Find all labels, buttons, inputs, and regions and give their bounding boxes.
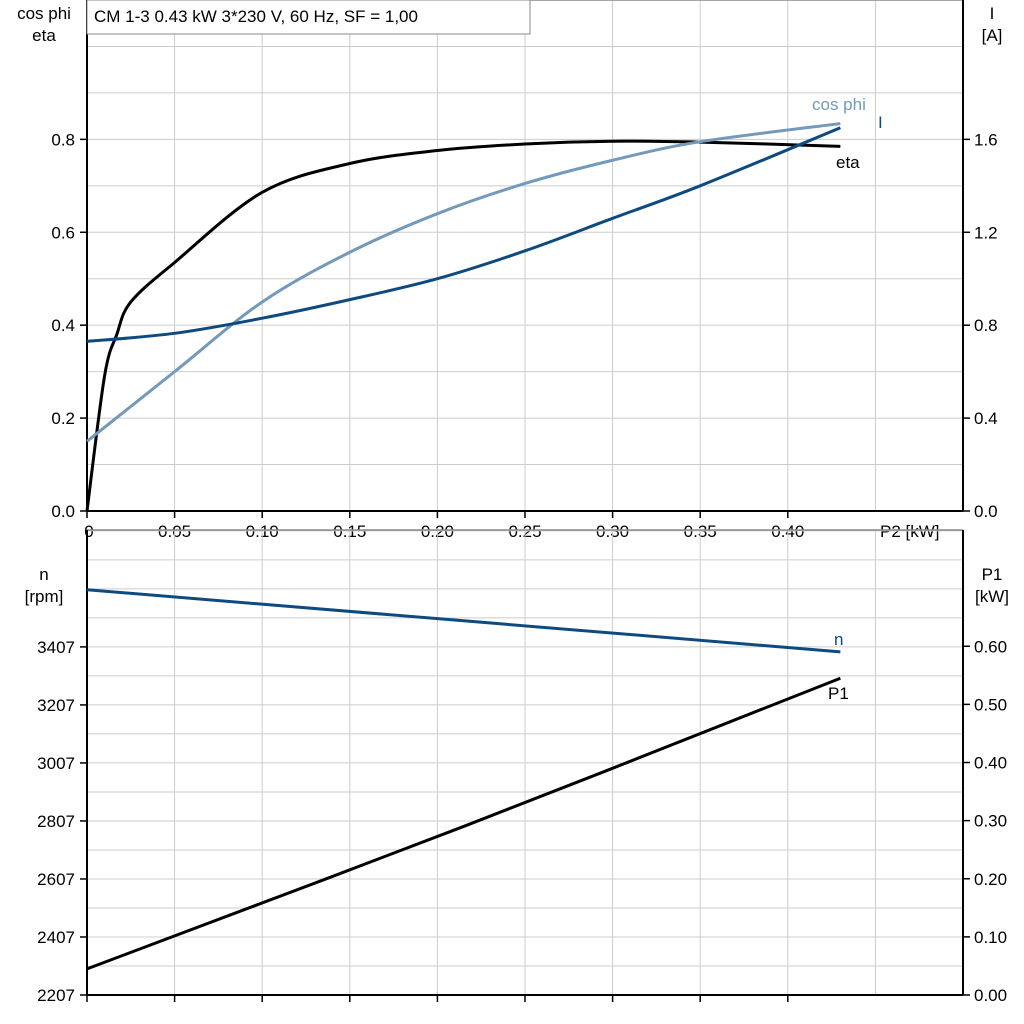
y-right-tick-label: 0.10 — [974, 928, 1007, 947]
y-left-tick-label: 0.8 — [51, 130, 75, 149]
y-right-axis-label: P1 — [982, 565, 1003, 584]
series-line-p1 — [86, 676, 841, 971]
series-line-eta — [85, 139, 841, 512]
series-label-n: n — [834, 630, 843, 649]
y-left-tick-label: 2607 — [37, 870, 75, 889]
y-left-tick-label: 3207 — [37, 696, 75, 715]
y-right-tick-label: 0.20 — [974, 870, 1007, 889]
y-right-tick-label: 1.2 — [974, 223, 998, 242]
y-left-tick-label: 2807 — [37, 812, 75, 831]
y-left-tick-label: 2207 — [37, 986, 75, 1005]
series-label-i: I — [878, 113, 883, 132]
y-right-axis-label: [A] — [982, 26, 1003, 45]
title-box — [86, 0, 531, 35]
y-left-tick-label: 0.4 — [51, 316, 75, 335]
series-line-n — [86, 588, 841, 654]
y-left-tick-label: 3007 — [37, 754, 75, 773]
y-right-tick-label: 0.60 — [974, 637, 1007, 656]
x-tick-label: 0 — [84, 522, 93, 541]
y-right-axis-label: I — [990, 4, 995, 23]
y-left-axis-label: cos phi — [17, 4, 71, 23]
y-right-tick-label: 0.4 — [974, 409, 998, 428]
series-line-cos-phi — [86, 122, 841, 443]
y-left-tick-label: 2407 — [37, 928, 75, 947]
y-left-tick-label: 3407 — [37, 638, 75, 657]
y-right-axis-label: [kW] — [975, 587, 1009, 606]
y-left-tick-label: 0.6 — [51, 223, 75, 242]
series-label-eta: eta — [836, 153, 860, 172]
y-left-tick-label: 0.0 — [51, 502, 75, 521]
y-left-axis-label: n — [39, 565, 48, 584]
y-right-tick-label: 1.6 — [974, 130, 998, 149]
x-axis-label: P2 [kW] — [880, 522, 940, 541]
y-right-tick-label: 0.0 — [974, 502, 998, 521]
series-label-p1: P1 — [828, 684, 849, 703]
y-right-tick-label: 0.00 — [974, 986, 1007, 1005]
y-left-axis-label: [rpm] — [25, 587, 64, 606]
y-right-tick-label: 0.40 — [974, 754, 1007, 773]
y-left-axis-label: eta — [32, 26, 56, 45]
y-left-tick-label: 0.2 — [51, 409, 75, 428]
series-line-i — [86, 126, 841, 343]
y-right-tick-label: 0.30 — [974, 812, 1007, 831]
y-right-tick-label: 0.8 — [974, 316, 998, 335]
y-right-tick-label: 0.50 — [974, 695, 1007, 714]
series-label-cos-phi: cos phi — [812, 95, 866, 114]
chart-title: CM 1-3 0.43 kW 3*230 V, 60 Hz, SF = 1,00 — [94, 7, 418, 26]
